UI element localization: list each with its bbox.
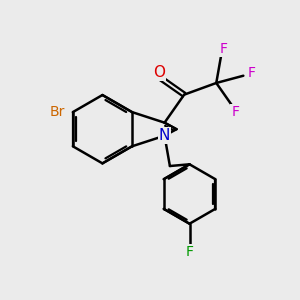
Text: F: F [231, 106, 239, 119]
Text: O: O [153, 65, 165, 80]
Text: F: F [248, 66, 256, 80]
Text: N: N [159, 128, 170, 143]
Text: F: F [220, 42, 228, 56]
Text: F: F [185, 245, 194, 259]
Text: Br: Br [50, 105, 65, 119]
